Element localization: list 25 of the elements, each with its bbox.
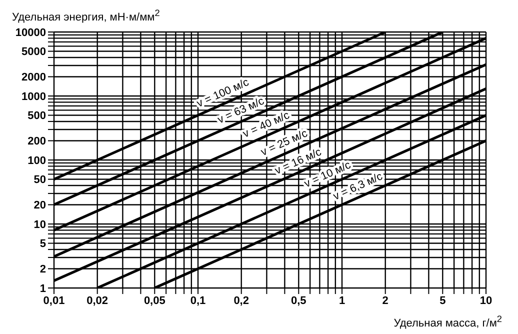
- x-tick-label: 0,01: [43, 294, 65, 307]
- y-tick-label: 5000: [22, 46, 46, 58]
- y-tick-label: 1000: [22, 90, 46, 103]
- y-tick-label: 10: [34, 218, 46, 231]
- y-tick-label: 20: [34, 200, 46, 212]
- y-tick-label: 2000: [22, 72, 46, 84]
- x-tick-label: 0,02: [86, 294, 108, 307]
- x-tick-label: 0,05: [144, 294, 166, 307]
- x-tick-label: 0,2: [234, 294, 249, 307]
- x-axis-title: Удельная масса, г/м$^{2}$: [394, 314, 502, 330]
- y-tick-label: 50: [34, 174, 46, 186]
- y-tick-label: 2: [40, 264, 46, 276]
- y-tick-label: 5: [40, 238, 46, 250]
- y-tick-label: 500: [28, 110, 46, 122]
- y-tick-label: 1: [40, 282, 46, 295]
- y-tick-label: 100: [28, 154, 46, 167]
- x-tick-label: 5: [440, 294, 446, 307]
- x-tick-label: 10: [480, 294, 492, 307]
- x-tick-label: 0,5: [291, 294, 306, 307]
- y-axis-title: Удельная энергия, мН·м/мм$^{2}$: [12, 8, 160, 24]
- y-tick-label: 10000: [15, 26, 46, 39]
- y-tick-label: 200: [28, 136, 46, 148]
- x-tick-label: 0,1: [190, 294, 206, 307]
- x-tick-label: 1: [338, 294, 346, 307]
- x-tick-label: 2: [382, 294, 388, 307]
